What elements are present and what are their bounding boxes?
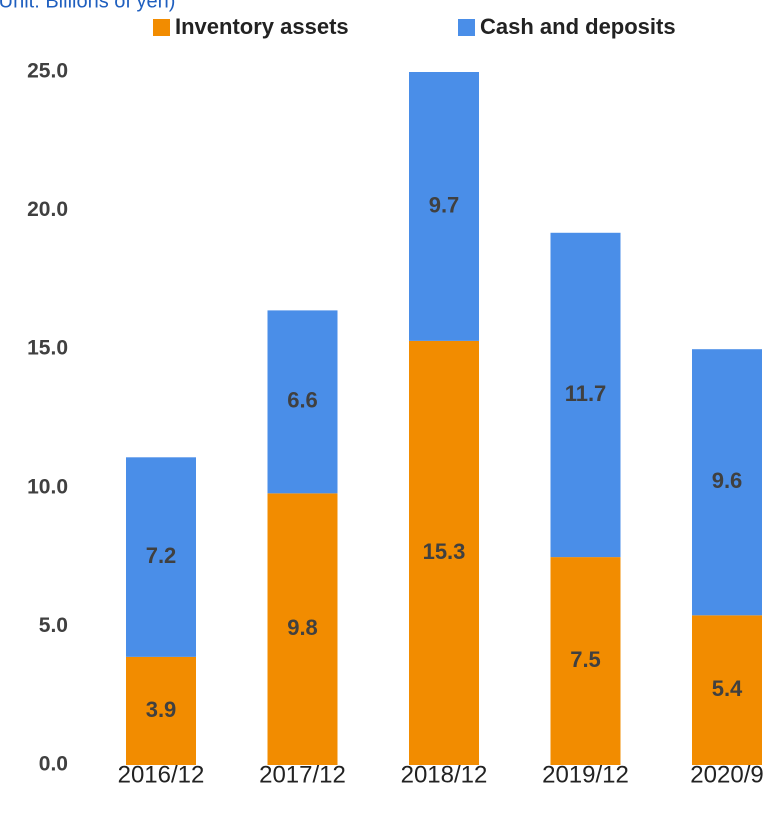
data-label: 15.3 [423, 539, 466, 564]
bar-segment [267, 310, 338, 494]
bar-segment [692, 349, 762, 616]
bar-segment [267, 493, 338, 765]
data-label: 3.9 [146, 697, 177, 722]
bar-segment [409, 340, 479, 765]
bar-segment [126, 656, 196, 765]
data-label: 6.6 [287, 388, 318, 413]
data-label: 9.8 [287, 615, 318, 640]
y-tick-label: 10.0 [27, 475, 68, 498]
data-label: 9.7 [429, 192, 460, 217]
y-tick-label: 0.0 [39, 753, 68, 776]
data-label: 9.6 [712, 468, 743, 493]
data-label: 7.5 [570, 647, 601, 672]
data-label: 7.2 [146, 543, 177, 568]
bar-segment [409, 72, 479, 341]
legend-swatch [458, 19, 475, 36]
bar-segment [550, 557, 621, 765]
data-label: 11.7 [565, 381, 607, 406]
y-tick-label: 15.0 [27, 337, 68, 360]
x-tick-label: 2019/12 [542, 761, 629, 788]
bar-segment [692, 615, 762, 765]
y-tick-label: 5.0 [39, 614, 68, 637]
x-tick-label: 2016/12 [118, 761, 205, 788]
x-tick-label: 2018/12 [401, 761, 488, 788]
legend-label: Cash and deposits [480, 14, 676, 39]
x-tick-label: 2017/12 [259, 761, 346, 788]
x-tick-label: 2020/9 [690, 761, 763, 788]
data-label: 5.4 [712, 676, 743, 701]
unit-note: (Unit: Billions of yen) [0, 0, 175, 12]
y-tick-label: 20.0 [27, 198, 68, 221]
legend-label: Inventory assets [175, 14, 349, 39]
y-tick-label: 25.0 [27, 60, 68, 83]
legend-swatch [153, 19, 170, 36]
bar-segment [550, 232, 621, 558]
bar-segment [126, 457, 196, 657]
